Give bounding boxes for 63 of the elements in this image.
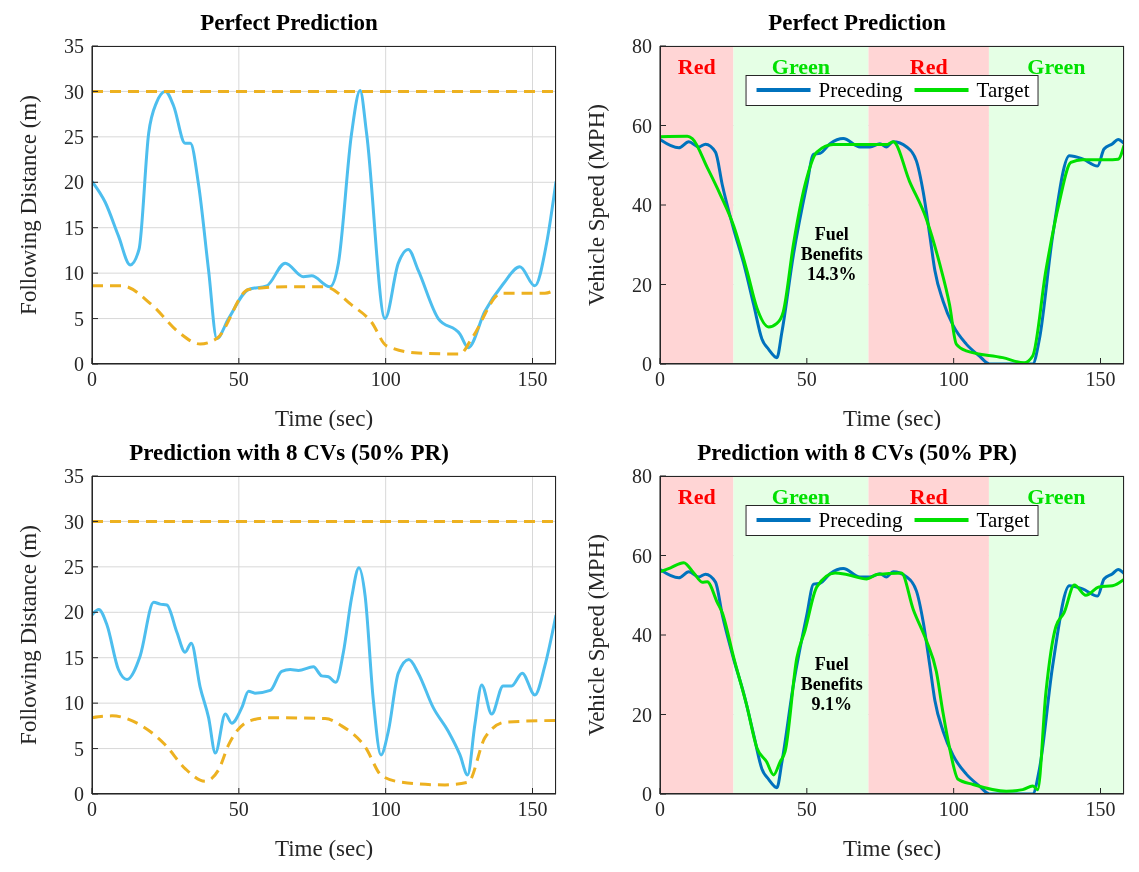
line-series (92, 89, 556, 350)
y-tick-label: 0 (74, 783, 84, 806)
y-tick-label: 40 (632, 624, 652, 647)
annotation: Fuel Benefits 14.3% (799, 224, 864, 285)
legend-label: Target (976, 77, 1030, 103)
legend-label: Preceding (818, 507, 903, 533)
legend-label: Target (976, 507, 1030, 533)
x-tick-label: 100 (938, 368, 969, 391)
y-axis-title: Following Distance (m) (16, 525, 42, 745)
y-tick-label: 80 (632, 465, 652, 488)
y-tick-label: 0 (642, 353, 652, 376)
line-series (92, 714, 556, 787)
band-label: Red (677, 53, 716, 79)
y-tick-label: 10 (64, 262, 84, 285)
y-axis-title: Vehicle Speed (MPH) (584, 534, 610, 736)
band-label: Green (1027, 483, 1086, 509)
y-tick-label: 0 (74, 353, 84, 376)
band-label: Green (1027, 53, 1086, 79)
line-series (92, 566, 556, 777)
y-axis-title: Vehicle Speed (MPH) (584, 104, 610, 306)
y-tick-label: 25 (64, 555, 84, 578)
y-tick-label: 30 (64, 510, 84, 533)
y-tick-label: 20 (64, 601, 84, 624)
x-tick-label: 150 (1085, 368, 1116, 391)
y-tick-label: 10 (64, 692, 84, 715)
band-label: Red (909, 483, 948, 509)
band-label: Red (677, 483, 716, 509)
y-tick-label: 20 (64, 171, 84, 194)
y-tick-label: 35 (64, 465, 84, 488)
band-label: Green (771, 483, 831, 509)
chart-title: Perfect Prediction (768, 10, 946, 35)
chart-title: Perfect Prediction (200, 10, 378, 35)
y-tick-label: 20 (632, 703, 652, 726)
y-tick-label: 25 (64, 125, 84, 148)
x-tick-label: 100 (938, 798, 969, 821)
y-tick-label: 15 (64, 216, 84, 239)
y-tick-label: 15 (64, 646, 84, 669)
x-tick-label: 150 (517, 368, 548, 391)
y-tick-label: 60 (632, 114, 652, 137)
legend-label: Preceding (818, 77, 903, 103)
y-tick-label: 5 (74, 737, 84, 760)
y-tick-label: 60 (632, 544, 652, 567)
y-tick-label: 35 (64, 35, 84, 58)
x-tick-label: 150 (517, 798, 548, 821)
x-tick-label: 50 (228, 368, 249, 391)
chart-title: Prediction with 8 CVs (50% PR) (129, 440, 449, 465)
y-tick-label: 5 (74, 307, 84, 330)
y-tick-label: 80 (632, 35, 652, 58)
y-tick-label: 20 (632, 273, 652, 296)
x-tick-label: 150 (1085, 798, 1116, 821)
x-tick-label: 100 (370, 368, 401, 391)
y-tick-label: 40 (632, 194, 652, 217)
chart-title: Prediction with 8 CVs (50% PR) (697, 440, 1017, 465)
y-tick-label: 30 (64, 80, 84, 103)
y-axis-title: Following Distance (m) (16, 95, 42, 315)
band-label: Red (909, 53, 948, 79)
x-tick-label: 50 (796, 368, 817, 391)
x-tick-label: 50 (228, 798, 249, 821)
y-tick-label: 0 (642, 783, 652, 806)
annotation: Fuel Benefits 9.1% (799, 654, 864, 715)
x-tick-label: 100 (370, 798, 401, 821)
x-tick-label: 50 (796, 798, 817, 821)
band-label: Green (771, 53, 831, 79)
